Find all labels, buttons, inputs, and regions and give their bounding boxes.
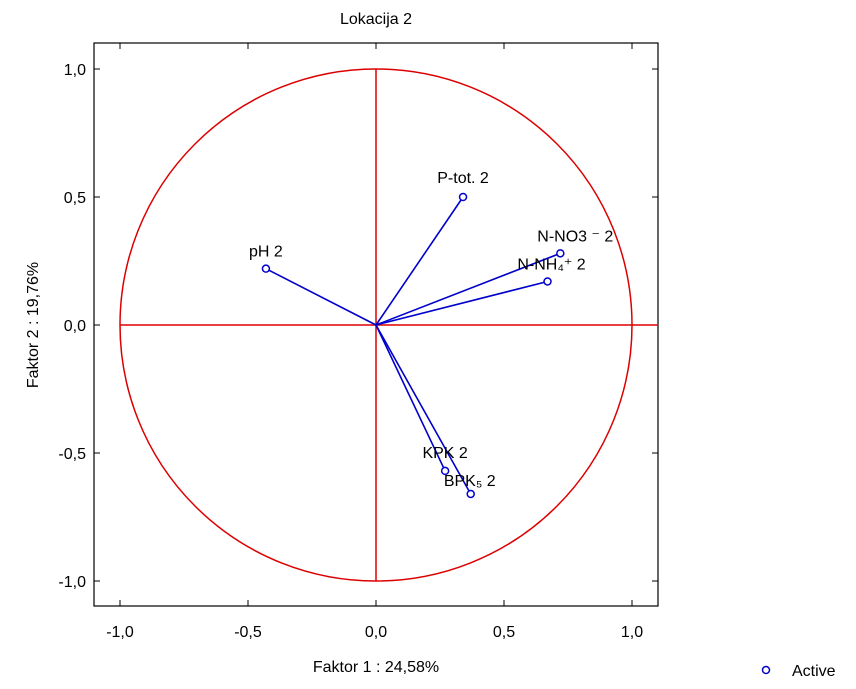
x-tick-label: 1,0 [621,624,643,641]
loading-vector [375,196,464,326]
y-tick-label: 0,0 [64,318,86,335]
loading-point [543,277,552,286]
x-tick-label: -1,0 [106,624,134,641]
point-labels: P-tot. 2 pH 2 N-NO3 ⁻ 2 N-NH₄⁺ 2 KPK 2 BPK₅ 2 [249,170,613,490]
loading-vector [265,267,377,326]
legend-label-active: Active [792,663,836,680]
loading-point [440,466,450,476]
chart-title: Lokacija 2 [340,11,412,28]
y-tick-label: -1,0 [58,574,86,591]
loading-vector [375,252,561,326]
loading-point [261,264,271,273]
loading-point [458,192,468,202]
y-axis-label: Faktor 2 : 19,76% [25,262,42,388]
loading-vectors [265,196,561,495]
x-tick-label: 0,0 [365,624,387,641]
legend-marker-active [761,665,771,675]
y-axis-ticks: 1,0 0,5 0,0 -0,5 -1,0 [58,62,658,591]
loading-point [466,489,475,499]
y-tick-label: 0,5 [64,190,86,207]
loading-point [556,249,565,258]
point-label: N-NO3 ⁻ 2 [537,228,613,245]
x-tick-label: 0,5 [493,624,515,641]
x-tick-label: -0,5 [234,624,262,641]
point-label: N-NH₄⁺ 2 [517,256,585,273]
loading-points [261,192,565,499]
x-axis-label: Faktor 1 : 24,58% [313,659,439,676]
point-label: KPK 2 [422,445,467,462]
loading-vector [375,280,548,326]
x-axis-ticks: -1,0 -0,5 0,0 0,5 1,0 [106,43,643,641]
loading-vector [375,324,472,495]
point-label: BPK₅ 2 [444,473,496,490]
loading-vector [375,324,446,472]
legend: Active [761,663,836,680]
y-tick-label: 1,0 [64,62,86,79]
point-label: P-tot. 2 [437,170,489,187]
point-label: pH 2 [249,244,283,261]
y-tick-label: -0,5 [58,446,86,463]
